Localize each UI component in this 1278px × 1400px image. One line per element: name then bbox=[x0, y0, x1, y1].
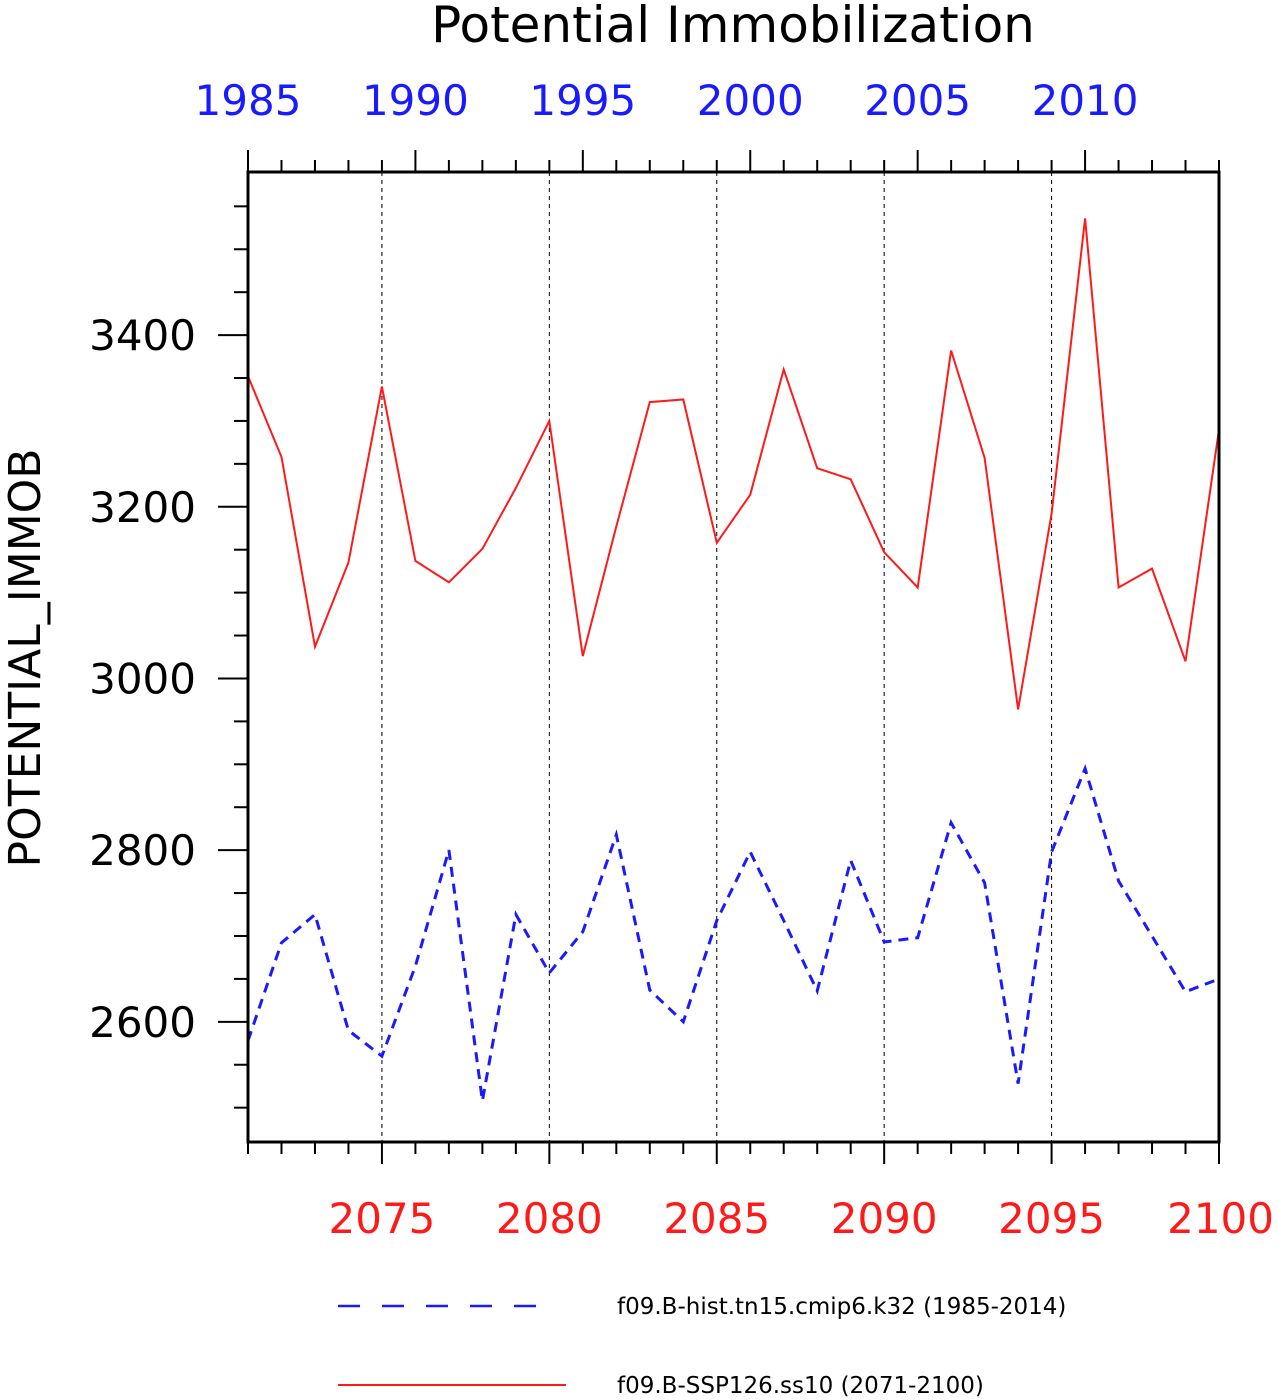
top-tick-label: 1985 bbox=[195, 76, 302, 125]
series-line bbox=[246, 764, 1220, 1102]
legend: f09.B-hist.tn15.cmip6.k32 (1985-2014) f0… bbox=[338, 1294, 1066, 1399]
top-tick-label: 1990 bbox=[362, 76, 469, 125]
top-tick-label: 2010 bbox=[1032, 76, 1139, 125]
bottom-tick-label: 2085 bbox=[663, 1194, 770, 1243]
y-tick-labels: 2600 2800 3000 3200 3400 bbox=[89, 311, 196, 1047]
axis-ticks bbox=[218, 150, 1220, 1164]
bottom-tick-label: 2090 bbox=[831, 1194, 938, 1243]
top-tick-label: 2005 bbox=[864, 76, 971, 125]
y-axis-label: POTENTIAL_IMMOB bbox=[0, 449, 51, 868]
y-tick-label: 3400 bbox=[89, 311, 196, 360]
bottom-tick-label: 2080 bbox=[496, 1194, 603, 1243]
bottom-tick-label: 2095 bbox=[998, 1194, 1105, 1243]
bottom-tick-label: 2075 bbox=[328, 1194, 435, 1243]
chart-title: Potential Immobilization bbox=[431, 0, 1035, 54]
top-tick-label: 1995 bbox=[529, 76, 636, 125]
top-axis-tick-labels: 1985 1990 1995 2000 2005 2010 bbox=[195, 76, 1139, 125]
legend-label-ssp: f09.B-SSP126.ss10 (2071-2100) bbox=[617, 1373, 984, 1399]
bottom-tick-label: 2100 bbox=[1167, 1194, 1274, 1243]
series-group bbox=[246, 218, 1220, 1102]
bottom-axis-tick-labels: 2075 2080 2085 2090 2095 2100 bbox=[328, 1194, 1274, 1243]
x-grid-lines bbox=[381, 172, 1053, 1142]
y-tick-label: 3200 bbox=[89, 483, 196, 532]
series-line bbox=[247, 218, 1220, 710]
y-tick-label: 3000 bbox=[89, 654, 196, 703]
legend-label-hist: f09.B-hist.tn15.cmip6.k32 (1985-2014) bbox=[617, 1294, 1066, 1320]
plot-frame bbox=[246, 170, 1221, 1144]
y-tick-label: 2800 bbox=[89, 826, 196, 875]
y-tick-label: 2600 bbox=[89, 998, 196, 1047]
top-tick-label: 2000 bbox=[697, 76, 804, 125]
